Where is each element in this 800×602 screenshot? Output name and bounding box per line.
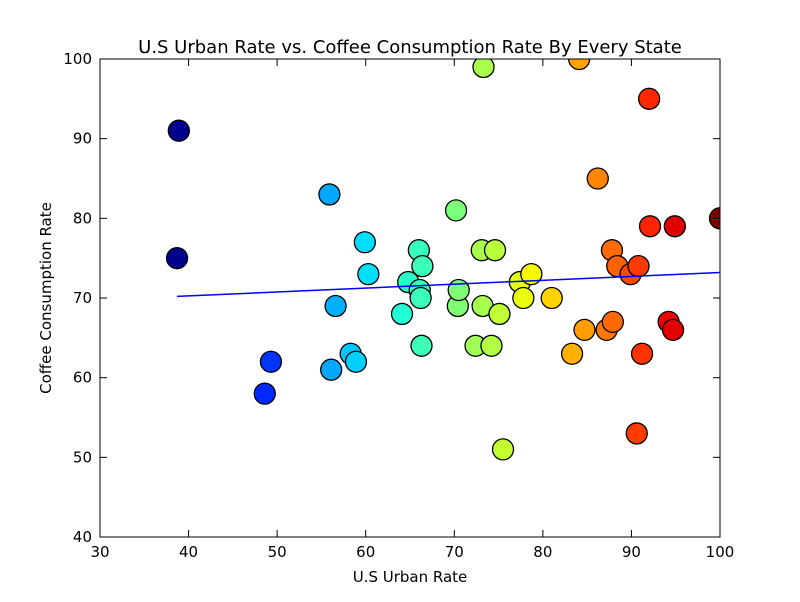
x-tick-label: 60	[356, 543, 375, 561]
data-point	[540, 286, 563, 310]
data-point	[409, 286, 432, 310]
y-tick-label: 90	[73, 130, 92, 148]
data-point	[663, 215, 686, 238]
data-point	[357, 262, 380, 286]
data-point	[625, 422, 648, 445]
x-tick-label: 70	[445, 543, 464, 561]
data-point	[167, 119, 190, 142]
data-point	[324, 294, 347, 318]
data-point	[320, 358, 343, 381]
data-point	[637, 87, 661, 110]
data-point	[586, 167, 609, 190]
data-point	[253, 382, 276, 405]
data-point	[630, 342, 654, 365]
data-point	[661, 318, 685, 342]
data-point	[353, 231, 376, 254]
x-tick-label: 30	[90, 543, 109, 561]
data-point	[447, 278, 470, 302]
data-point	[411, 254, 434, 278]
y-axis-label: Coffee Consumption Rate	[37, 202, 55, 394]
y-tick-label: 60	[73, 369, 92, 387]
data-point	[601, 310, 624, 334]
y-tick-label: 80	[73, 209, 92, 227]
data-point	[520, 262, 543, 286]
data-point	[318, 183, 341, 206]
data-point	[573, 318, 596, 342]
y-tick-label: 40	[73, 528, 92, 546]
data-point	[483, 239, 507, 262]
data-point	[488, 302, 511, 326]
data-point	[512, 286, 535, 310]
data-point	[344, 350, 368, 373]
data-point	[444, 199, 468, 222]
data-point	[165, 247, 189, 270]
y-tick-label: 50	[73, 448, 92, 466]
y-tick-label: 100	[63, 50, 92, 68]
x-tick-label: 80	[533, 543, 552, 561]
trend-line	[177, 271, 720, 298]
data-point	[390, 302, 414, 326]
data-point	[627, 254, 650, 278]
data-point	[410, 334, 433, 357]
x-axis-label: U.S Urban Rate	[353, 568, 468, 586]
data-point	[491, 438, 515, 461]
data-point	[472, 59, 495, 79]
chart-title: U.S Urban Rate vs. Coffee Consumption Ra…	[138, 37, 682, 58]
data-point	[480, 334, 503, 357]
x-tick-label: 90	[622, 543, 641, 561]
y-tick-label: 70	[73, 289, 92, 307]
x-tick-label: 50	[268, 543, 287, 561]
data-point	[560, 342, 584, 365]
x-tick-label: 100	[706, 543, 735, 561]
data-point	[259, 350, 283, 373]
x-tick-label: 40	[179, 543, 198, 561]
data-point	[568, 59, 591, 71]
data-point	[638, 215, 662, 238]
plot-area	[165, 59, 720, 461]
